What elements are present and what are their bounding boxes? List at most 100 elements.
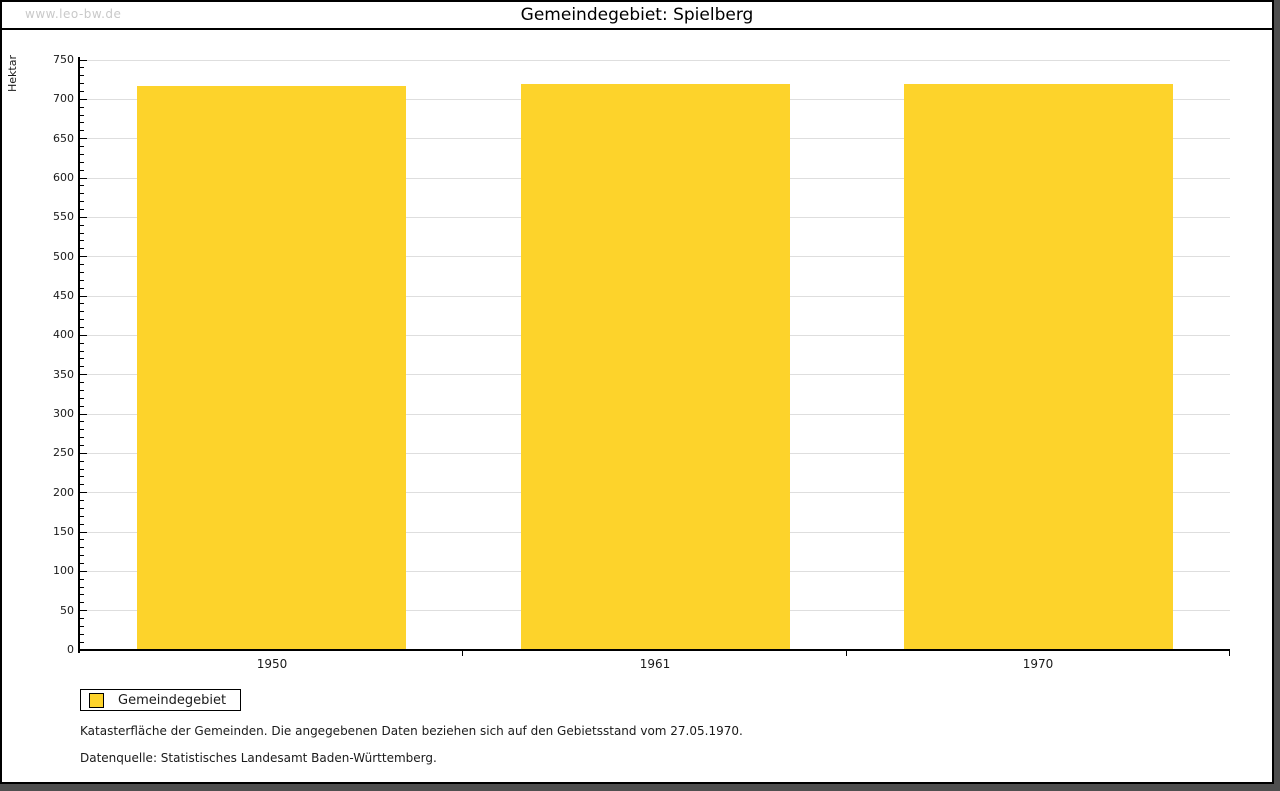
y-axis-tick bbox=[80, 578, 84, 580]
y-axis-tick bbox=[80, 523, 84, 525]
y-axis-tick bbox=[80, 287, 84, 289]
y-axis-tick bbox=[80, 547, 84, 549]
y-axis-tick bbox=[80, 193, 84, 195]
y-tick-label: 650 bbox=[53, 131, 74, 145]
y-axis-tick bbox=[80, 59, 87, 61]
y-axis-tick bbox=[80, 413, 87, 415]
y-axis-tick bbox=[80, 319, 84, 321]
y-axis-tick bbox=[80, 342, 84, 344]
y-axis-tick bbox=[80, 468, 84, 470]
y-axis-tick bbox=[80, 90, 84, 92]
y-tick-label: 500 bbox=[53, 249, 74, 263]
y-axis-tick bbox=[80, 350, 84, 352]
y-axis-tick bbox=[80, 122, 84, 124]
y-axis-tick bbox=[80, 130, 84, 132]
y-axis-tick bbox=[80, 586, 84, 588]
x-axis-boundary-tick bbox=[462, 651, 463, 656]
y-axis-tick bbox=[80, 334, 87, 336]
y-tick-label: 350 bbox=[53, 367, 74, 381]
y-axis-tick bbox=[80, 271, 84, 273]
y-axis-label: Hektar bbox=[6, 55, 19, 92]
y-tick-label: 550 bbox=[53, 210, 74, 224]
y-axis-tick bbox=[80, 492, 87, 494]
y-axis-tick bbox=[80, 602, 84, 604]
y-axis-tick bbox=[80, 366, 84, 368]
y-axis-tick bbox=[80, 185, 84, 187]
bar-1950 bbox=[137, 86, 406, 650]
y-axis-tick bbox=[80, 484, 84, 486]
y-axis-tick bbox=[80, 500, 84, 502]
y-axis-tick bbox=[80, 531, 87, 533]
y-axis-tick bbox=[80, 256, 87, 258]
y-axis-tick bbox=[80, 444, 84, 446]
plot-area: 1950 1961 1970 0 50 100 150 200 250 300 350 400 450 5… bbox=[53, 53, 1230, 671]
y-tick-label: 300 bbox=[53, 407, 74, 420]
y-axis-tick bbox=[80, 311, 84, 313]
y-axis-tick bbox=[80, 201, 84, 203]
y-axis-tick bbox=[80, 303, 84, 305]
bar-1970 bbox=[904, 84, 1173, 650]
x-tick-label: 1970 bbox=[1022, 657, 1054, 671]
y-axis-tick bbox=[80, 421, 84, 423]
y-axis-tick bbox=[80, 405, 84, 407]
y-axis-tick bbox=[80, 264, 84, 266]
y-axis-tick bbox=[80, 98, 87, 100]
y-tick-label: 150 bbox=[53, 525, 74, 538]
y-axis-tick bbox=[80, 106, 84, 108]
x-axis-boundary-tick bbox=[1229, 651, 1230, 656]
y-tick-label: 50 bbox=[60, 603, 74, 617]
x-axis-boundary-tick bbox=[846, 651, 847, 656]
y-axis-tick bbox=[80, 570, 87, 572]
y-axis-tick bbox=[80, 515, 84, 517]
y-axis-tick bbox=[80, 295, 87, 297]
y-axis-tick bbox=[80, 216, 87, 218]
y-axis-tick bbox=[80, 248, 84, 250]
y-axis-tick bbox=[80, 641, 84, 643]
y-axis-tick bbox=[80, 625, 84, 627]
y-tick-label: 700 bbox=[53, 92, 74, 106]
y-tick-label: 450 bbox=[53, 289, 74, 302]
watermark: www.leo-bw.de bbox=[25, 7, 122, 21]
y-axis-tick bbox=[80, 437, 84, 439]
y-axis-tick bbox=[80, 161, 84, 163]
legend: Gemeindegebiet bbox=[80, 689, 242, 711]
y-axis-tick bbox=[80, 208, 84, 210]
y-axis-tick bbox=[80, 146, 84, 148]
y-axis-tick bbox=[80, 460, 84, 462]
legend-label: Gemeindegebiet bbox=[118, 692, 227, 708]
y-tick-label: 400 bbox=[53, 328, 74, 342]
y-axis-tick bbox=[80, 83, 84, 85]
y-axis-tick bbox=[80, 153, 84, 155]
y-axis-tick bbox=[80, 169, 84, 171]
y-axis-tick bbox=[80, 562, 84, 564]
y-axis-tick bbox=[80, 240, 84, 242]
y-axis-tick bbox=[80, 429, 84, 431]
y-axis-tick bbox=[80, 232, 84, 234]
y-axis-tick bbox=[80, 539, 84, 541]
y-tick-label: 600 bbox=[53, 171, 74, 184]
title-bar: www.leo-bw.de Gemeindegebiet: Spielberg bbox=[2, 2, 1272, 30]
y-axis-tick bbox=[80, 382, 84, 384]
y-axis-tick bbox=[80, 476, 84, 478]
legend-swatch bbox=[89, 692, 104, 708]
y-axis-tick bbox=[80, 649, 87, 651]
y-tick-label: 100 bbox=[53, 564, 74, 578]
y-axis-tick bbox=[80, 114, 84, 116]
gridline bbox=[80, 59, 1230, 61]
y-axis-tick bbox=[80, 610, 87, 612]
chart-title: Gemeindegebiet: Spielberg bbox=[520, 5, 754, 25]
footnote-description: Katasterfläche der Gemeinden. Die angege… bbox=[80, 724, 743, 738]
y-axis-tick bbox=[80, 618, 84, 620]
y-tick-label: 200 bbox=[53, 485, 74, 499]
y-tick-label: 250 bbox=[53, 446, 74, 460]
x-axis-line bbox=[78, 649, 1230, 651]
y-axis-tick bbox=[80, 507, 84, 509]
y-axis-tick bbox=[80, 138, 87, 140]
x-tick-label: 1950 bbox=[256, 657, 288, 671]
y-axis-tick bbox=[80, 224, 84, 226]
y-axis-tick bbox=[80, 75, 84, 77]
y-axis-line bbox=[78, 57, 80, 653]
y-axis-tick bbox=[80, 594, 84, 596]
y-axis-tick bbox=[80, 326, 84, 328]
